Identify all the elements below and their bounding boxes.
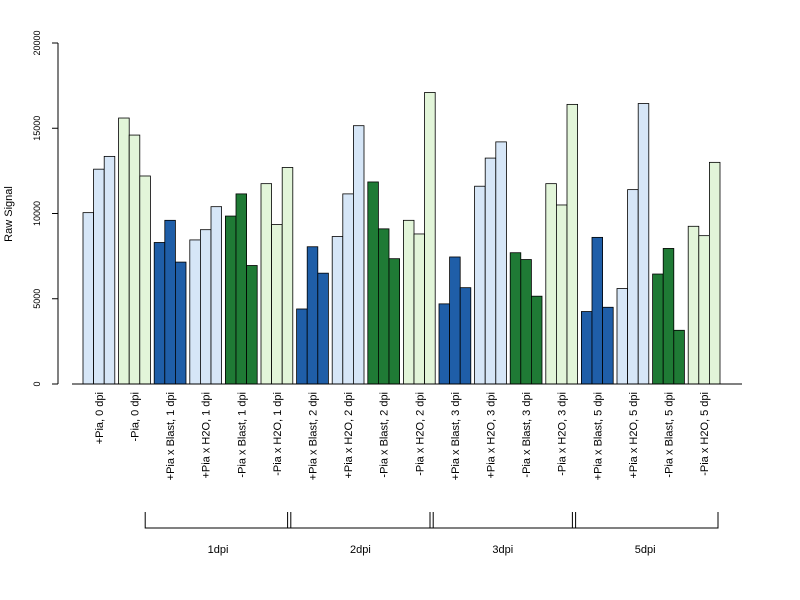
bar — [581, 311, 593, 385]
bar — [367, 181, 379, 385]
bar — [342, 193, 354, 385]
group-bracket-label: 5dpi — [635, 544, 656, 556]
bar — [189, 239, 201, 385]
bar — [296, 308, 308, 385]
y-tick-label: 20000 — [32, 30, 42, 55]
y-tick-label: 5000 — [32, 289, 42, 309]
x-tick-label: +Pia x H2O, 3 dpi — [486, 392, 498, 479]
bar — [520, 259, 532, 385]
x-tick-label: +Pia x Blast, 2 dpi — [308, 392, 320, 480]
x-tick-label: -Pia x Blast, 2 dpi — [379, 392, 391, 478]
bars — [82, 92, 721, 385]
y-tick-label: 15000 — [32, 116, 42, 141]
bar — [128, 134, 141, 385]
bar — [93, 168, 105, 385]
bar — [474, 185, 486, 385]
bar — [602, 306, 614, 385]
bar — [424, 92, 436, 385]
bar — [377, 228, 390, 385]
bar — [591, 236, 604, 385]
bar — [402, 219, 415, 385]
x-tick-label: +Pia x H2O, 5 dpi — [628, 392, 640, 479]
x-tick-label: +Pia x H2O, 1 dpi — [201, 392, 213, 479]
bar — [673, 329, 685, 385]
bar — [352, 125, 365, 385]
bar — [235, 193, 248, 385]
group-bracket-label: 2dpi — [350, 544, 371, 556]
bar — [438, 303, 451, 385]
x-tick-label: -Pia x H2O, 5 dpi — [699, 392, 711, 476]
bar — [271, 224, 283, 385]
group-bracket-label: 3dpi — [492, 544, 513, 556]
bar — [82, 212, 95, 385]
bar — [545, 183, 557, 385]
x-tick-label: +Pia x Blast, 5 dpi — [592, 392, 604, 480]
bar — [260, 183, 273, 385]
bar — [662, 248, 675, 385]
bar — [652, 273, 664, 385]
bar — [637, 103, 650, 385]
x-tick-label: -Pia x H2O, 3 dpi — [557, 392, 569, 476]
x-tick-label: +Pia, 0 dpi — [94, 392, 106, 444]
bar — [509, 252, 522, 385]
y-axis: 0 5000 10000 15000 20000 — [32, 30, 59, 387]
bar — [459, 287, 472, 385]
group-bracket — [429, 512, 577, 529]
group-bracket — [144, 512, 292, 529]
bar — [281, 167, 294, 385]
bar — [566, 103, 579, 385]
x-tick-label: -Pia x Blast, 1 dpi — [236, 392, 248, 478]
bar — [118, 117, 130, 385]
bar — [210, 206, 223, 385]
x-tick-labels: +Pia, 0 dpi -Pia, 0 dpi +Pia x Blast, 1 dp… — [94, 392, 711, 480]
x-tick-label: -Pia x Blast, 3 dpi — [521, 392, 533, 478]
bar — [246, 265, 258, 385]
bar — [413, 233, 426, 385]
bar — [306, 246, 319, 385]
bar — [495, 141, 507, 385]
bar — [331, 236, 344, 385]
bar — [174, 261, 187, 385]
x-tick-label: +Pia x Blast, 3 dpi — [450, 392, 462, 480]
bar — [687, 225, 700, 385]
bar — [484, 157, 497, 385]
bar — [616, 288, 629, 385]
x-tick-label: -Pia, 0 dpi — [130, 392, 142, 442]
y-axis-label: Raw Signal — [3, 186, 15, 242]
bar — [199, 229, 212, 385]
group-bracket — [287, 512, 434, 529]
x-tick-label: +Pia x Blast, 1 dpi — [165, 392, 177, 480]
y-tick-label: 0 — [32, 381, 42, 386]
x-tick-label: -Pia x H2O, 1 dpi — [272, 392, 284, 476]
x-tick-label: +Pia x H2O, 2 dpi — [343, 392, 355, 479]
bar — [164, 219, 176, 385]
bar — [317, 272, 329, 385]
x-tick-label: -Pia x H2O, 2 dpi — [414, 392, 426, 476]
bar — [153, 242, 166, 385]
bar — [388, 258, 401, 385]
bar — [224, 215, 237, 385]
bar — [449, 256, 461, 385]
bar — [139, 175, 151, 385]
bar — [698, 235, 710, 385]
bar — [103, 155, 116, 385]
group-brackets: 1dpi 2dpi 3dpi 5dpi — [144, 512, 719, 556]
bar — [627, 189, 639, 385]
group-bracket — [571, 512, 719, 529]
y-tick-label: 10000 — [32, 201, 42, 226]
bar — [531, 295, 543, 385]
x-tick-label: -Pia x Blast, 5 dpi — [664, 392, 676, 478]
bar — [556, 204, 568, 385]
group-bracket-label: 1dpi — [208, 544, 229, 556]
bar — [709, 161, 721, 385]
